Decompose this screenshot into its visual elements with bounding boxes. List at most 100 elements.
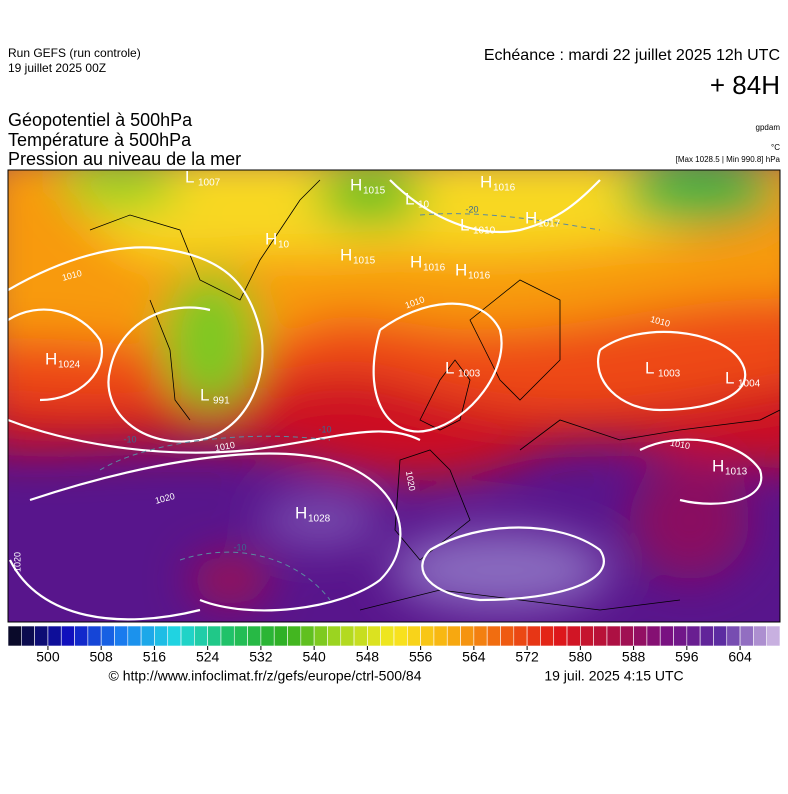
colorbar-swatch	[247, 625, 262, 647]
colorbar-swatch	[180, 625, 195, 647]
center-value: 1010	[473, 226, 496, 237]
colorbar-swatch	[566, 625, 581, 647]
colorbar-label: 588	[622, 649, 646, 665]
colorbar-swatch	[74, 625, 89, 647]
colorbar-swatch	[114, 625, 129, 647]
source-url: © http://www.infoclimat.fr/z/gefs/europe…	[108, 668, 421, 684]
colorbar-swatch	[553, 625, 568, 647]
colorbar-swatch	[167, 625, 182, 647]
colorbar-swatch	[407, 625, 421, 647]
colorbar-swatch	[753, 625, 767, 647]
center-letter: H	[340, 245, 352, 264]
pressure-center: H 1016	[455, 260, 491, 281]
center-letter: H	[410, 252, 422, 271]
colorbar-swatch	[287, 625, 302, 647]
center-value: 1004	[738, 379, 761, 390]
issued-time: 19 juil. 2025 4:15 UTC	[544, 668, 683, 684]
colorbar-swatch	[194, 625, 208, 647]
colorbar-label: 532	[249, 649, 273, 665]
valid-time: Echéance : mardi 22 juillet 2025 12h UTC	[484, 47, 780, 64]
colorbar-swatch	[154, 625, 169, 647]
center-letter: H	[480, 172, 492, 191]
colorbar-label: 596	[675, 649, 699, 665]
pressure-center: H 1016	[410, 252, 446, 273]
colorbar-swatch	[140, 625, 155, 647]
colorbar-swatch	[446, 625, 461, 647]
colorbar-swatch	[766, 625, 781, 647]
center-value: 1003	[458, 369, 481, 380]
colorbar-swatch	[7, 625, 22, 647]
colorbar-swatch	[340, 625, 355, 647]
colorbar-swatch	[393, 625, 408, 647]
pressure-center: L 1010	[460, 215, 496, 236]
colorbar-swatch	[260, 625, 275, 647]
colorbar-swatch	[659, 625, 674, 647]
center-letter: H	[45, 349, 57, 368]
colorbar-swatch	[220, 625, 235, 647]
colorbar-swatch	[473, 625, 488, 647]
title: Pression au niveau de la mer	[8, 149, 241, 169]
colorbar-swatch	[327, 625, 342, 647]
colorbar-swatch	[513, 625, 528, 647]
colorbar-swatch	[300, 625, 315, 647]
isobar-label: 1010	[214, 440, 235, 453]
center-value: 1028	[308, 514, 331, 525]
colorbar-swatch	[100, 625, 115, 647]
center-letter: H	[350, 175, 362, 194]
colorbar-label: 508	[89, 649, 113, 665]
colorbar-swatch	[420, 625, 435, 647]
colorbar-swatch	[726, 625, 741, 647]
center-value: 1016	[493, 183, 516, 194]
colorbar-label: 548	[356, 649, 380, 665]
pressure-center: L 1007	[185, 167, 221, 189]
colorbar-label: 500	[36, 649, 60, 665]
unit: °C	[771, 143, 780, 152]
unit: gpdam	[756, 123, 781, 132]
colorbar-swatch	[367, 625, 381, 647]
colorbar-swatch	[233, 625, 248, 647]
center-letter: L	[405, 189, 414, 208]
center-value: 1015	[363, 186, 386, 197]
colorbar-swatch	[127, 625, 142, 647]
pressure-center: L 1003	[645, 358, 681, 379]
isotherms	[99, 213, 601, 601]
colorbar-swatch	[619, 625, 634, 647]
isotherm-label: -10	[233, 542, 246, 552]
colorbar-swatch	[47, 625, 62, 647]
pressure-center: L 991	[200, 385, 230, 406]
run: Run GEFS (run controle)	[8, 46, 141, 60]
colorbar-swatch	[34, 625, 49, 647]
isotherm-label: -10	[318, 424, 331, 434]
center-letter: L	[185, 167, 194, 186]
run-date: 19 juillet 2025 00Z	[8, 61, 106, 75]
colorbar-label: 540	[302, 649, 326, 665]
isobar-label: 1010	[669, 438, 690, 451]
colorbar-swatch	[353, 625, 368, 647]
pressure-center: H 1017	[525, 208, 561, 229]
center-letter: H	[295, 503, 307, 522]
pressure-center: H 1024	[45, 349, 81, 370]
colorbar-swatch	[633, 625, 648, 647]
colorbar-swatch	[433, 625, 448, 647]
colorbar-swatch	[313, 625, 328, 647]
pressure-center: H 10	[265, 229, 290, 250]
lead-time: + 84H	[710, 70, 780, 100]
center-value: 1016	[468, 271, 491, 282]
colorbar-swatch	[526, 625, 541, 647]
colorbar-label: 572	[515, 649, 539, 665]
center-value: 1013	[725, 467, 748, 478]
colorbar-swatch	[60, 625, 75, 647]
colorbar-swatch	[673, 625, 688, 647]
colorbar-swatch	[686, 625, 701, 647]
colorbar-label: 516	[143, 649, 167, 665]
colorbar-label: 564	[462, 649, 486, 665]
colorbar-swatch	[593, 625, 608, 647]
colorbar-swatch	[460, 625, 475, 647]
center-letter: L	[645, 358, 654, 377]
center-value: 991	[213, 396, 230, 407]
coastlines	[89, 179, 780, 611]
colorbar-swatch	[713, 625, 728, 647]
colorbar-swatch	[87, 625, 102, 647]
